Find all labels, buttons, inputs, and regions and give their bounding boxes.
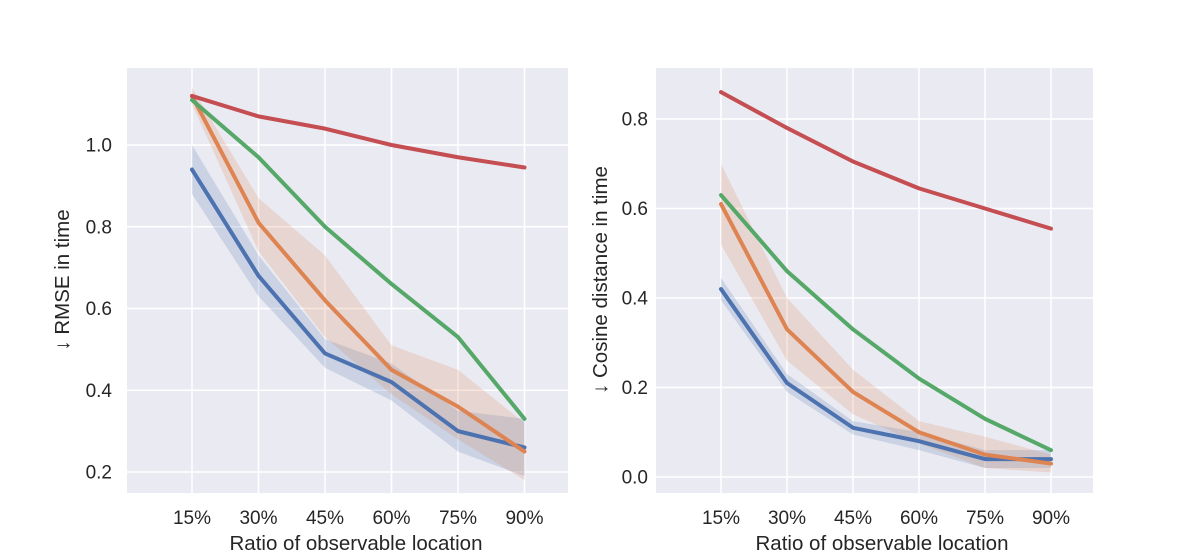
plot-area <box>656 68 1093 493</box>
y-tick-label: 1.0 <box>86 136 112 157</box>
orange-line <box>719 202 1053 466</box>
orange-confidence-band <box>192 87 525 481</box>
x-tick-label: 45% <box>834 508 872 529</box>
rmse-y-axis-label: ↓ RMSE in time <box>51 209 74 350</box>
plot-area <box>127 68 568 493</box>
y-tick-label: 0.2 <box>622 378 648 399</box>
x-tick-label: 90% <box>1032 508 1070 529</box>
cosine-chart: 0.0 0.2 0.4 0.6 0.8 15% 30% 45% 60% 75% 90% <box>622 68 1093 529</box>
blue-line <box>190 167 527 450</box>
y-tick-label: 0.6 <box>86 299 112 320</box>
blue-confidence-band <box>721 277 1051 469</box>
cosine-x-axis-label: Ratio of observable location <box>756 532 1009 555</box>
blue-confidence-band <box>192 145 525 477</box>
rmse-x-axis-label: Ratio of observable location <box>230 532 483 555</box>
y-tick-label: 0.0 <box>622 468 648 489</box>
y-tick-label: 0.2 <box>86 463 112 484</box>
x-tick-label: 60% <box>372 508 410 529</box>
y-tick-label: 0.6 <box>622 199 648 220</box>
y-tick-label: 0.4 <box>86 381 113 402</box>
green-line <box>719 193 1053 453</box>
x-tick-label: 90% <box>505 508 543 529</box>
y-tick-label: 0.8 <box>622 110 648 131</box>
x-tick-label: 60% <box>900 508 938 529</box>
y-tick-label: 0.4 <box>622 289 649 310</box>
blue-line <box>719 287 1053 462</box>
x-tick-label: 75% <box>966 508 1004 529</box>
x-tick-label: 15% <box>173 508 211 529</box>
x-tick-label: 45% <box>306 508 344 529</box>
rmse-chart: 0.2 0.4 0.6 0.8 1.0 15% 30% 45% 60% 75% 90% <box>86 68 568 529</box>
orange-line <box>190 93 527 454</box>
red-line <box>190 93 527 170</box>
green-line <box>190 98 527 421</box>
x-tick-label: 75% <box>439 508 477 529</box>
x-tick-label: 30% <box>768 508 806 529</box>
red-line <box>719 90 1053 231</box>
cosine-y-axis-label: ↓ Cosine distance in time <box>589 166 612 394</box>
x-tick-label: 15% <box>702 508 740 529</box>
x-tick-label: 30% <box>239 508 277 529</box>
y-tick-label: 0.8 <box>86 217 112 238</box>
